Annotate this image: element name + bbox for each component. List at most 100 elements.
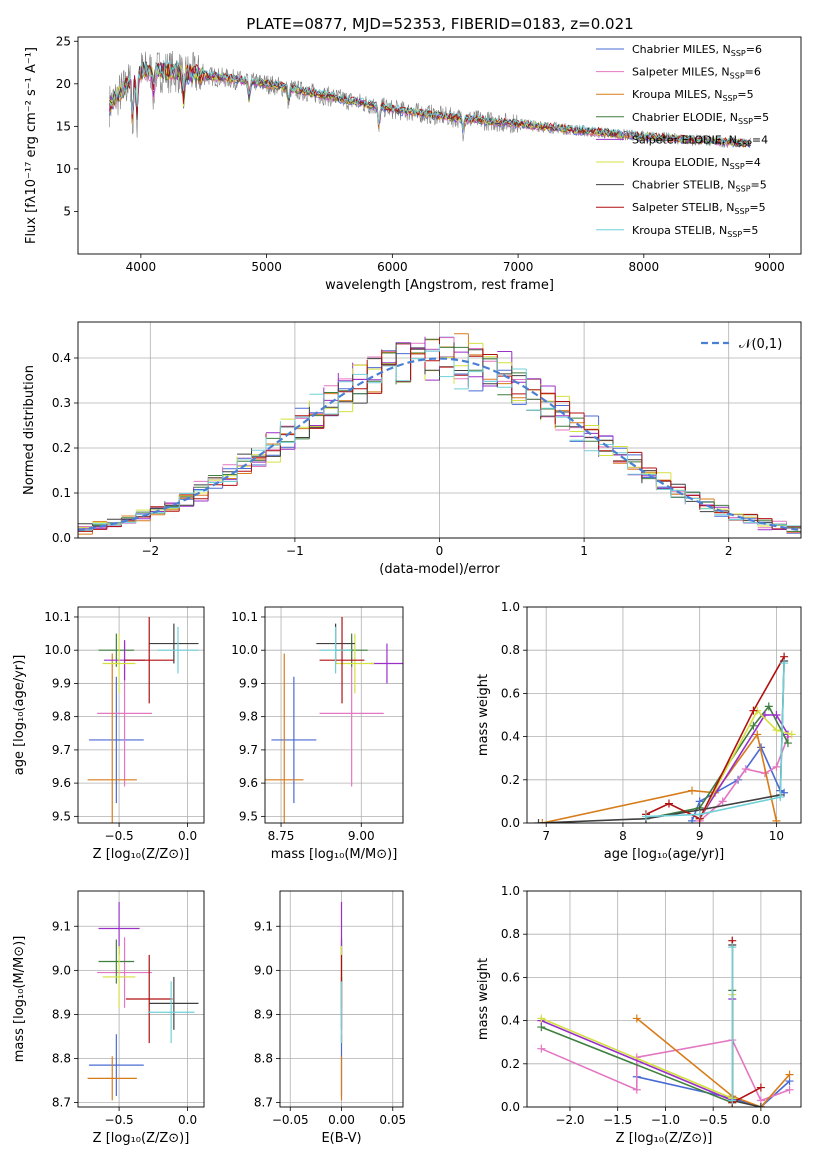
x-tick-label: 9.00 bbox=[348, 829, 375, 843]
legend-subscript: SSP bbox=[722, 94, 737, 103]
error-bar-point bbox=[271, 676, 317, 804]
axes-frame bbox=[526, 606, 802, 824]
x-axis-label: wavelength [Angstrom, rest frame] bbox=[325, 278, 554, 293]
error-bar-point bbox=[98, 633, 135, 667]
y-tick-label: 8.8 bbox=[52, 1052, 71, 1066]
weight-marker bbox=[764, 702, 773, 711]
legend-subscript: SSP bbox=[727, 230, 742, 239]
error-bar-point bbox=[157, 626, 199, 674]
y-axis-label: mass weight bbox=[476, 958, 491, 1040]
y-tick-label: 0.4 bbox=[52, 351, 71, 365]
x-axis-label: Z [log₁₀(Z/Z⊙)] bbox=[616, 1131, 713, 1146]
x-axis-label: age [log₁₀(age/yr)] bbox=[604, 847, 725, 862]
legend-entry: Kroupa MILES, NSSP=5 bbox=[632, 88, 754, 103]
y-tick-label: 8.7 bbox=[52, 1096, 71, 1110]
weight-marker bbox=[718, 797, 727, 806]
panel-spectrum: 4000 5000 6000 7000 8000 9000 5 10 15 20 25 wavelen… bbox=[24, 34, 802, 293]
error-bar-point bbox=[102, 946, 136, 1008]
legend-subscript: SSP bbox=[730, 162, 745, 171]
legend-suffix: =4 bbox=[745, 156, 761, 169]
error-bar-point bbox=[87, 653, 137, 823]
y-tick-label: 25 bbox=[56, 34, 71, 48]
y-tick-label: 8.7 bbox=[254, 1096, 273, 1110]
weight-series bbox=[728, 936, 765, 1107]
y-tick-label: 9.7 bbox=[239, 743, 258, 757]
y-tick-label: 9.6 bbox=[239, 776, 258, 790]
axes-frame bbox=[264, 606, 404, 824]
weight-marker bbox=[753, 730, 762, 739]
y-tick-label: 15 bbox=[56, 119, 71, 133]
y-tick-label: 8.9 bbox=[52, 1007, 71, 1021]
axes-frame bbox=[526, 890, 802, 1108]
y-tick-label: 1.0 bbox=[501, 600, 520, 614]
error-bar-point bbox=[319, 616, 365, 704]
legend-entry: Salpeter ELODIE, NSSP=4 bbox=[632, 133, 768, 148]
y-tick-label: 0.3 bbox=[52, 396, 71, 410]
error-bar-point bbox=[319, 626, 352, 674]
y-tick-label: 9.5 bbox=[52, 809, 71, 823]
error-bar-point bbox=[335, 633, 375, 694]
weight-marker bbox=[632, 1085, 641, 1094]
legend-subscript: SSP bbox=[737, 139, 752, 148]
weight-series bbox=[641, 659, 789, 821]
weight-marker bbox=[785, 1085, 794, 1094]
weight-series bbox=[728, 943, 737, 1105]
y-tick-label: 9.5 bbox=[239, 809, 258, 823]
weight-marker bbox=[785, 1070, 794, 1079]
legend-suffix: =5 bbox=[737, 88, 753, 101]
y-tick-label: 9.0 bbox=[254, 963, 273, 977]
axes-frame bbox=[77, 36, 802, 255]
y-tick-label: 0.6 bbox=[501, 970, 520, 984]
plot-area bbox=[109, 50, 752, 148]
panel-massweight-vs-age: 7 8 9 10 0.0 0.2 0.4 0.6 0.8 1.0 age [log₁₀(age/yr… bbox=[476, 600, 802, 862]
weight-marker bbox=[780, 659, 789, 668]
weight-series bbox=[728, 941, 765, 1107]
weight-marker bbox=[741, 765, 750, 773]
x-tick-label: 8.75 bbox=[268, 829, 295, 843]
weight-marker bbox=[537, 1044, 546, 1053]
plot-area bbox=[537, 936, 794, 1107]
y-tick-label: 10.0 bbox=[231, 643, 258, 657]
error-bar-point bbox=[125, 954, 173, 1044]
weight-marker bbox=[688, 786, 697, 795]
x-tick-label: 8000 bbox=[629, 260, 660, 274]
y-tick-label: 10 bbox=[56, 162, 71, 176]
x-tick-label: 7 bbox=[542, 829, 550, 843]
y-tick-label: 0.0 bbox=[501, 1100, 520, 1114]
y-axis-label: Normed distribution bbox=[22, 365, 37, 495]
legend-entry: Chabrier MILES, NSSP=6 bbox=[632, 43, 762, 58]
x-tick-label: −1.5 bbox=[603, 1113, 632, 1127]
weight-line bbox=[731, 945, 762, 1107]
x-tick-label: 9 bbox=[696, 829, 704, 843]
panel-age-vs-mass: 8.75 9.00 9.5 9.6 9.7 9.8 9.9 10.0 10.1 mass [log… bbox=[231, 606, 404, 862]
weight-marker bbox=[772, 726, 781, 735]
y-tick-label: 0.0 bbox=[52, 531, 71, 545]
x-tick-label: 0.0 bbox=[178, 829, 197, 843]
weight-marker bbox=[787, 730, 796, 739]
error-bar-point bbox=[97, 937, 152, 1008]
error-bar-point bbox=[88, 676, 144, 804]
weight-marker bbox=[749, 706, 758, 715]
gaussian-curve bbox=[78, 357, 801, 532]
y-tick-label: 8.9 bbox=[254, 1007, 273, 1021]
plot-area bbox=[534, 652, 796, 823]
y-tick-label: 0.2 bbox=[501, 773, 520, 787]
legend-subscript: SSP bbox=[736, 185, 751, 194]
x-tick-label: −0.5 bbox=[105, 1113, 134, 1127]
legend-suffix: =4 bbox=[752, 133, 768, 146]
x-tick-label: −0.5 bbox=[699, 1113, 728, 1127]
y-tick-label: 1.0 bbox=[501, 884, 520, 898]
y-tick-label: 0.4 bbox=[501, 730, 520, 744]
weight-marker bbox=[537, 1014, 546, 1023]
weight-marker bbox=[749, 721, 758, 730]
model-spectrum bbox=[109, 62, 752, 147]
x-tick-label: 10 bbox=[769, 829, 784, 843]
y-tick-label: 9.8 bbox=[239, 710, 258, 724]
legend-suffix: =5 bbox=[742, 224, 758, 237]
model-spectrum bbox=[109, 59, 752, 147]
legend-suffix: =5 bbox=[749, 201, 765, 214]
y-axis-label: Flux [fλ10⁻¹⁷ erg cm⁻² s⁻¹ A⁻¹] bbox=[24, 47, 39, 244]
weight-marker bbox=[641, 812, 650, 821]
plot-area bbox=[265, 616, 403, 823]
